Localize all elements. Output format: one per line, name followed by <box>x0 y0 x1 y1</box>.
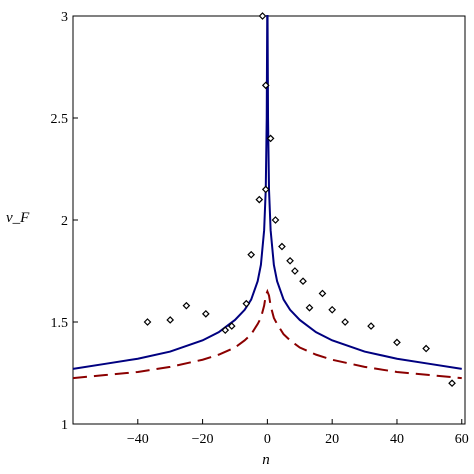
data-point-diamond <box>221 326 230 335</box>
data-point-diamond <box>341 318 349 326</box>
x-tick-label: 0 <box>264 432 271 447</box>
y-tick-label: 1 <box>61 418 68 433</box>
data-point-diamond <box>367 322 375 330</box>
data-point-diamond <box>266 134 275 143</box>
series-line-solid <box>72 15 462 370</box>
ticks: −40 −20 0 20 40 60 1 1.5 2 2.5 3 <box>51 10 469 447</box>
y-tick-label: 2.5 <box>51 112 69 127</box>
data-point-diamond <box>278 242 286 251</box>
data-point-diamond <box>286 256 294 265</box>
x-tick-label: 20 <box>325 432 339 447</box>
data-point-diamond <box>299 277 307 286</box>
data-point-diamond <box>261 185 270 194</box>
data-point-diamond <box>242 299 251 308</box>
data-point-diamond <box>448 379 456 388</box>
x-tick-label: 60 <box>455 432 469 447</box>
y-axis-label: v_F <box>6 210 30 226</box>
data-point-diamond <box>318 289 327 298</box>
series-line-dashed <box>72 288 462 380</box>
data-point-diamond <box>247 250 256 259</box>
series-layer <box>72 12 462 388</box>
x-tick-label: −20 <box>192 432 214 447</box>
data-point-diamond <box>422 344 430 353</box>
data-point-diamond <box>328 305 337 314</box>
y-tick-label: 3 <box>61 10 68 25</box>
data-point-diamond <box>261 81 270 90</box>
data-point-diamond <box>166 316 175 324</box>
data-point-diamond <box>227 322 236 330</box>
x-axis-label: n <box>262 452 270 468</box>
data-point-diamond <box>182 301 191 310</box>
plot-frame <box>72 15 466 425</box>
y-tick-label: 2 <box>61 214 68 229</box>
data-point-diamond <box>393 338 401 347</box>
data-point-diamond <box>143 318 152 326</box>
x-tick-label: 40 <box>390 432 404 447</box>
data-point-diamond <box>258 12 267 20</box>
x-tick-label: −40 <box>127 432 149 447</box>
data-point-diamond <box>201 309 210 318</box>
data-point-diamond <box>271 216 280 224</box>
data-point-diamond <box>305 303 314 312</box>
data-point-diamond <box>291 267 299 275</box>
y-tick-label: 1.5 <box>51 316 69 331</box>
data-point-diamond <box>255 195 264 204</box>
